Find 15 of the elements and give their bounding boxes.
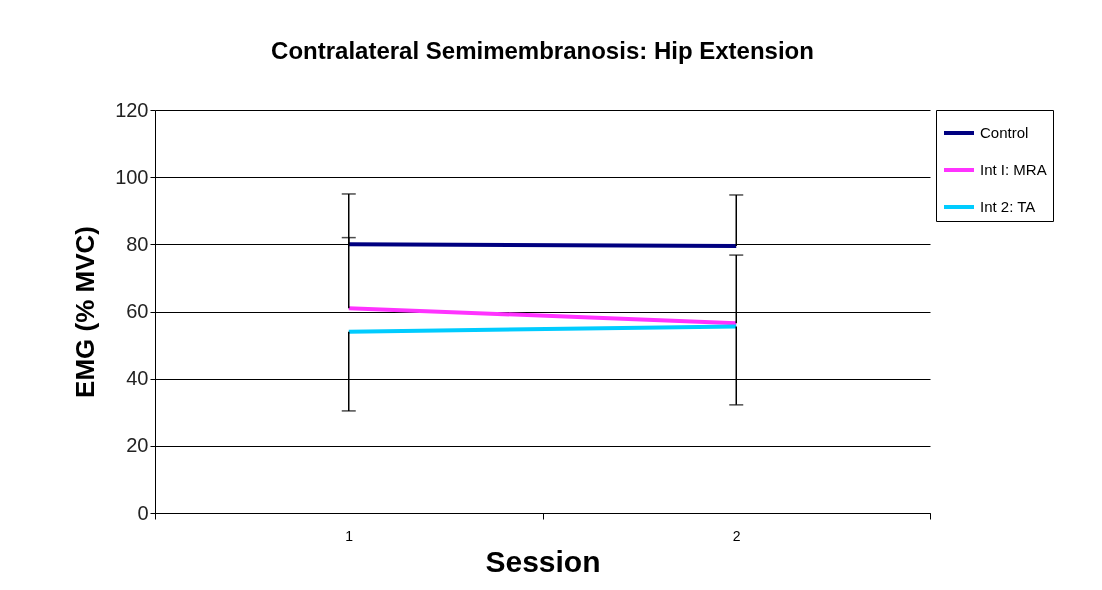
y-tick-label: 40: [126, 367, 149, 390]
y-tick-label: 80: [126, 232, 149, 255]
y-tick-label: 100: [115, 165, 149, 188]
y-tick-label: 0: [137, 501, 149, 524]
y-tick-label: 120: [115, 98, 149, 121]
chart-title: Contralateral Semimembranosis: Hip Extension: [271, 37, 814, 64]
y-tick-label: 60: [126, 300, 149, 322]
y-axis-title: EMG (% MVC): [70, 226, 101, 398]
x-axis-title: Session: [485, 544, 601, 578]
legend-label: Int I: MRA: [980, 161, 1047, 178]
x-tick-label: 2: [732, 527, 741, 544]
x-tick-label: 1: [345, 527, 354, 544]
y-tick-label: 20: [126, 434, 149, 457]
legend-label: Control: [980, 124, 1029, 141]
legend-label: Int 2: TA: [980, 198, 1036, 215]
